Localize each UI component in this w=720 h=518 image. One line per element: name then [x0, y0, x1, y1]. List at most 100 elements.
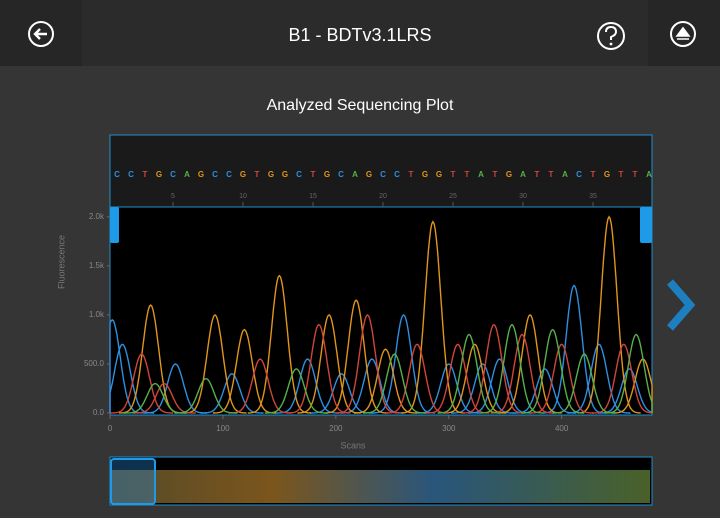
base-call: T	[493, 170, 498, 179]
base-call: C	[380, 170, 386, 179]
trace-peak	[443, 343, 507, 414]
base-call: G	[240, 170, 246, 179]
back-button[interactable]	[28, 21, 54, 47]
plot-title: Analyzed Sequencing Plot	[267, 97, 454, 114]
trace-peak	[324, 299, 388, 414]
x-tick-label: 300	[442, 424, 456, 433]
base-call: T	[255, 170, 260, 179]
base-call: C	[296, 170, 302, 179]
trace-peak	[480, 323, 544, 414]
base-call: T	[143, 170, 148, 179]
trace-peak	[542, 284, 606, 414]
trace-peak	[604, 333, 653, 414]
base-position-label: 30	[519, 193, 527, 200]
base-call: T	[451, 170, 456, 179]
trace-peak	[174, 377, 238, 414]
eject-button[interactable]	[670, 21, 696, 47]
base-call: C	[212, 170, 218, 179]
base-position-label: 35	[589, 193, 597, 200]
next-arrow[interactable]	[666, 279, 696, 331]
base-call: T	[535, 170, 540, 179]
trace-peak	[183, 313, 247, 414]
trace-peak	[567, 343, 631, 414]
x-tick-label: 200	[329, 424, 343, 433]
x-tick-label: 100	[216, 424, 230, 433]
left-range-handle[interactable]	[110, 207, 119, 243]
page-title: B1 - BDTv3.1LRS	[288, 25, 431, 45]
base-call: G	[436, 170, 442, 179]
overview-window[interactable]	[110, 458, 156, 505]
trace-peak	[577, 215, 641, 414]
trace-peak	[592, 343, 653, 414]
base-position-label: 5	[171, 193, 175, 200]
trace-peak	[498, 313, 562, 414]
trace-peak	[385, 343, 449, 414]
trace-peak	[228, 358, 292, 414]
base-call: A	[478, 170, 484, 179]
base-position-label: 20	[379, 193, 387, 200]
base-position-label: 25	[449, 193, 457, 200]
trace-peak	[276, 358, 340, 414]
trace-peak	[371, 313, 436, 414]
top-bar	[0, 0, 720, 66]
base-call: G	[268, 170, 274, 179]
base-call-panel	[109, 134, 653, 208]
trace-peak	[513, 368, 577, 414]
base-call: T	[591, 170, 596, 179]
base-call: G	[282, 170, 288, 179]
base-call: G	[156, 170, 162, 179]
x-axis-label: Scans	[340, 440, 366, 450]
trace-peak	[143, 363, 208, 414]
base-call: T	[633, 170, 638, 179]
trace-peak	[462, 323, 526, 414]
trace-peak	[426, 343, 490, 414]
base-call: G	[422, 170, 428, 179]
trace-peak	[264, 368, 328, 414]
overview-trace	[112, 470, 650, 503]
base-call: A	[562, 170, 568, 179]
trace-peak	[247, 274, 312, 414]
trace-peak	[123, 382, 187, 414]
base-call: A	[184, 170, 190, 179]
base-call: G	[324, 170, 330, 179]
base-call: T	[311, 170, 316, 179]
base-call: T	[465, 170, 470, 179]
trace-peak	[335, 313, 400, 414]
trace-peak	[552, 353, 616, 414]
base-position-label: 15	[309, 193, 317, 200]
trace-peak	[530, 343, 594, 414]
base-call: T	[619, 170, 624, 179]
y-tick-label: 0.0	[93, 408, 105, 417]
base-call: A	[646, 170, 652, 179]
base-call: G	[604, 170, 610, 179]
base-call: G	[198, 170, 204, 179]
y-tick-label: 1.5k	[89, 261, 105, 270]
y-tick-label: 1.0k	[89, 310, 105, 319]
base-call: C	[338, 170, 344, 179]
base-call: G	[366, 170, 372, 179]
base-call: A	[520, 170, 526, 179]
base-call: G	[506, 170, 512, 179]
y-tick-label: 500.0	[84, 359, 105, 368]
trace-peak	[110, 353, 174, 414]
base-call: T	[549, 170, 554, 179]
trace-peak	[297, 313, 361, 414]
help-button[interactable]	[597, 22, 625, 50]
base-call: C	[394, 170, 400, 179]
base-call: C	[114, 170, 120, 179]
base-call: C	[128, 170, 134, 179]
base-call: C	[226, 170, 232, 179]
trace-peak	[287, 323, 351, 414]
y-tick-label: 2.0k	[89, 212, 105, 221]
x-tick-label: 0	[108, 424, 113, 433]
x-tick-label: 400	[555, 424, 569, 433]
base-call: C	[576, 170, 582, 179]
trace-peak	[451, 363, 515, 414]
base-call: C	[170, 170, 176, 179]
y-axis-label: Fluorescence	[56, 235, 66, 289]
trace-peak	[521, 328, 585, 414]
base-position-label: 10	[239, 193, 247, 200]
right-range-handle[interactable]	[640, 207, 652, 243]
